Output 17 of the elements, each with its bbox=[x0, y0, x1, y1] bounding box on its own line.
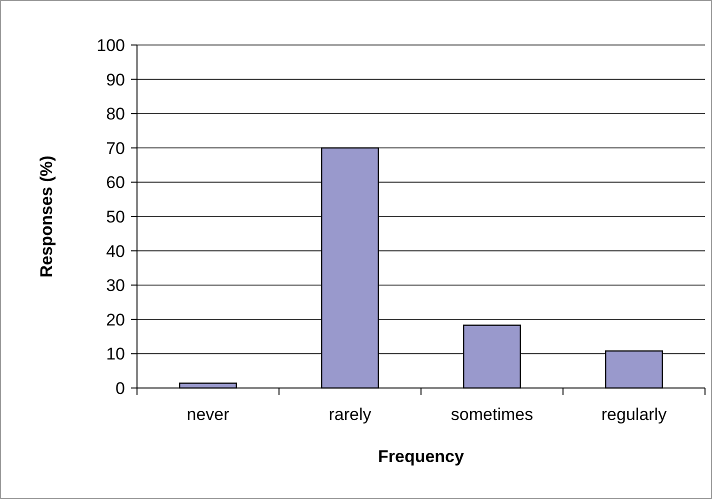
x-tick-label: sometimes bbox=[450, 405, 534, 424]
y-tick-label: 90 bbox=[106, 70, 125, 90]
x-tick-label: never bbox=[186, 405, 230, 424]
y-tick-label: 70 bbox=[106, 138, 125, 158]
y-tick-label: 10 bbox=[106, 344, 125, 364]
y-tick-label: 40 bbox=[106, 242, 125, 261]
y-tick-label: 0 bbox=[116, 378, 125, 398]
y-tick-label: 80 bbox=[106, 104, 125, 124]
y-tick-label: 60 bbox=[106, 173, 125, 192]
y-tick-label: 100 bbox=[96, 36, 125, 55]
y-tick-label: 50 bbox=[106, 207, 125, 226]
y-tick-label: 20 bbox=[106, 310, 125, 330]
x-axis-title: Frequency bbox=[378, 447, 465, 466]
y-axis-title: Responses (%) bbox=[37, 156, 56, 278]
x-tick-label: rarely bbox=[328, 405, 372, 424]
y-tick-label: 30 bbox=[106, 276, 125, 296]
x-tick-label: regularly bbox=[601, 405, 668, 424]
